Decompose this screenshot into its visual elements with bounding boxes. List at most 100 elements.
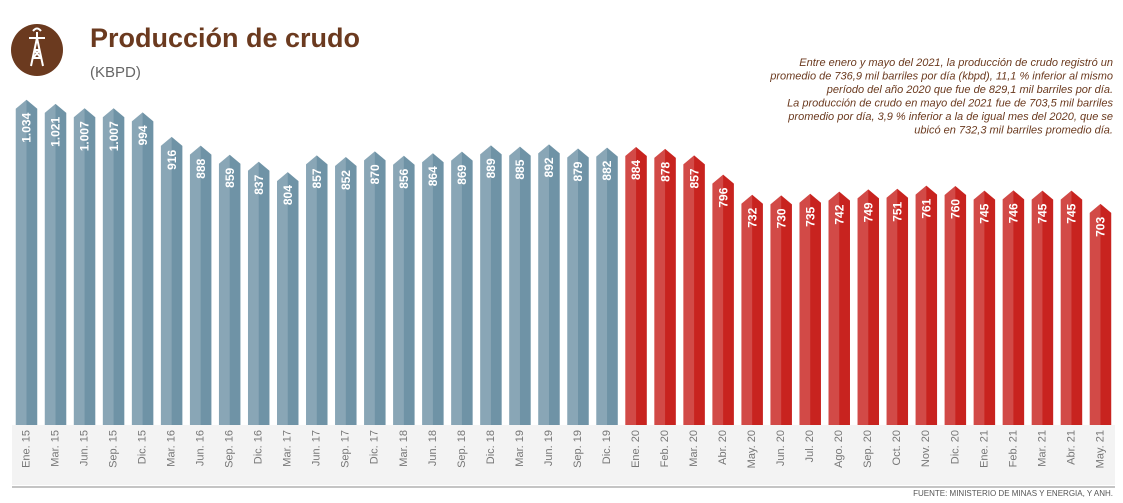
bar (741, 194, 763, 425)
x-tick-label: Mar. 21 (1036, 430, 1048, 467)
bar (451, 151, 473, 425)
value-label: 703 (1094, 217, 1108, 237)
x-tick-label: Sep. 17 (340, 430, 352, 468)
annotation-line: La producción de crudo en mayo del 2021 … (787, 97, 1113, 109)
x-tick-label: Jun. 15 (78, 430, 90, 466)
value-label: 837 (252, 174, 266, 194)
value-label: 1.021 (49, 117, 63, 147)
value-label: 888 (194, 158, 208, 178)
bar-highlight (712, 174, 724, 425)
value-label: 760 (949, 199, 963, 219)
annotation-line: período del año 2020 que fue de 829,1 mi… (826, 84, 1113, 96)
bar (857, 189, 880, 425)
x-tick-label: Mar. 17 (282, 430, 294, 467)
bar (73, 108, 96, 426)
chart-title: Producción de crudo (90, 23, 360, 53)
value-label: 857 (310, 168, 324, 188)
x-tick-label: Sep. 19 (572, 430, 584, 468)
bar-highlight (451, 151, 462, 425)
x-tick-label: Abr. 21 (1065, 430, 1077, 465)
x-tick-label: Ene. 20 (630, 430, 642, 468)
x-tick-label: Sep. 18 (456, 430, 468, 468)
value-label: 859 (223, 167, 237, 187)
x-tick-label: Feb. 20 (659, 430, 671, 467)
bar-highlight (335, 157, 346, 426)
value-label: 879 (571, 161, 585, 181)
bar (1060, 190, 1083, 425)
value-label: 761 (920, 198, 934, 218)
bar (509, 146, 531, 426)
value-label: 889 (484, 158, 498, 178)
x-tick-label: Sep. 16 (224, 430, 236, 468)
value-label: 857 (687, 168, 701, 188)
bar (189, 145, 212, 425)
bar (247, 161, 270, 425)
x-tick-label: May. 21 (1094, 430, 1106, 468)
bar (654, 148, 676, 425)
bar (277, 172, 299, 425)
bar (886, 188, 909, 425)
bar (393, 155, 415, 425)
x-tick-label: Jun. 20 (775, 430, 787, 466)
x-tick-label: Dic. 17 (369, 430, 381, 464)
bar (596, 147, 618, 425)
bar (1089, 203, 1112, 425)
value-label: 852 (339, 170, 353, 190)
bar-highlight (247, 161, 259, 425)
bar (306, 155, 328, 425)
x-tick-label: Sep. 15 (107, 430, 119, 468)
bar-highlight (102, 108, 114, 426)
value-label: 751 (890, 201, 904, 221)
derrick-icon (29, 27, 45, 67)
value-label: 884 (629, 160, 643, 180)
bar (335, 157, 357, 426)
value-label: 745 (1036, 203, 1050, 223)
bar (828, 191, 850, 425)
bar (625, 146, 647, 425)
bar-highlight (1060, 190, 1072, 425)
x-tick-label: Sep. 20 (862, 430, 874, 468)
value-label: 869 (455, 164, 469, 184)
bar (770, 195, 792, 425)
bar-highlight (567, 148, 579, 426)
bar-highlight (944, 185, 956, 425)
bar (799, 193, 821, 425)
bar (1002, 190, 1025, 425)
annotation-line: ubicó en 732,3 mil barriles promedio día… (914, 124, 1113, 136)
value-label: 746 (1007, 203, 1021, 223)
x-tick-label: Jul. 20 (804, 430, 816, 462)
bar (712, 174, 734, 425)
bar-highlight (915, 185, 927, 425)
value-label: 732 (745, 207, 759, 227)
value-label: 1.034 (20, 112, 34, 142)
bar-highlight (218, 154, 230, 425)
bar-highlight (277, 172, 288, 425)
value-label: 735 (803, 206, 817, 226)
bar (944, 185, 967, 425)
annotation-line: promedio de 736,9 mil barriles por día (… (769, 70, 1113, 82)
annotation-line: Entre enero y mayo del 2021, la producci… (799, 57, 1113, 69)
bar (15, 99, 38, 425)
bar (567, 148, 589, 426)
bar-highlight (306, 155, 317, 425)
bar (973, 190, 996, 425)
x-tick-label: Feb. 21 (1007, 430, 1019, 467)
bar-highlight (393, 155, 404, 425)
category-band (12, 425, 1115, 485)
x-tick-label: Dic. 16 (253, 430, 265, 464)
bar (422, 153, 444, 425)
x-tick-label: Nov. 20 (920, 430, 932, 467)
value-label: 796 (716, 187, 730, 207)
value-label: 749 (861, 202, 875, 222)
x-tick-label: Mar. 18 (398, 430, 410, 467)
chart-subtitle: (KBPD) (90, 64, 141, 81)
bar-highlight (44, 103, 56, 425)
bar-highlight (683, 155, 695, 425)
x-tick-label: Mar. 19 (514, 430, 526, 467)
annotation-line: promedio por día, 3,9 % inferior a la de… (787, 111, 1113, 123)
bar (538, 144, 560, 425)
x-tick-label: Mar. 15 (49, 430, 61, 467)
bar-highlight (1002, 190, 1014, 425)
value-label: 745 (978, 203, 992, 223)
